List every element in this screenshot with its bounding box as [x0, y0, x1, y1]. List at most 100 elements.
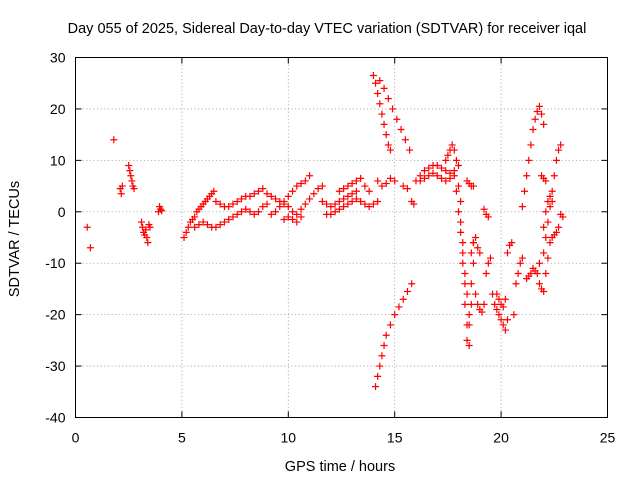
- data-point: [546, 203, 554, 211]
- y-axis-label: SDTVAR / TECUs: [7, 181, 23, 297]
- data-point: [348, 190, 356, 198]
- data-point: [478, 308, 486, 316]
- y-tick-label: -40: [45, 410, 65, 426]
- data-point: [529, 126, 537, 133]
- data-point: [433, 172, 441, 180]
- data-point: [495, 295, 503, 303]
- data-point: [501, 326, 509, 334]
- data-point: [438, 174, 446, 182]
- data-point: [297, 205, 305, 213]
- data-point: [465, 321, 473, 329]
- data-point: [542, 270, 550, 277]
- data-point: [352, 177, 360, 185]
- data-point: [557, 141, 565, 149]
- data-point: [399, 182, 407, 190]
- data-point: [542, 177, 550, 185]
- x-tick-label: 10: [281, 430, 297, 446]
- data-point: [323, 200, 331, 208]
- x-tick-label: 5: [178, 430, 186, 446]
- data-point: [374, 90, 382, 97]
- data-point: [535, 259, 543, 267]
- data-point: [380, 120, 388, 128]
- data-point: [540, 120, 548, 128]
- data-point: [442, 167, 450, 175]
- data-point: [461, 280, 469, 288]
- data-point: [293, 218, 301, 226]
- data-point: [401, 136, 409, 144]
- grid: [75, 57, 608, 418]
- data-point: [420, 174, 428, 182]
- data-point: [280, 216, 288, 223]
- data-point: [127, 172, 135, 180]
- data-point: [397, 126, 405, 133]
- data-point: [518, 254, 526, 262]
- data-point: [267, 192, 275, 200]
- data-point: [340, 203, 348, 211]
- y-tick-label: 30: [50, 50, 66, 66]
- data-point: [289, 216, 297, 223]
- data-point: [233, 198, 241, 205]
- data-point: [272, 195, 280, 203]
- data-point: [548, 198, 556, 205]
- data-point: [472, 290, 480, 298]
- data-point: [117, 190, 125, 198]
- data-point: [540, 223, 548, 231]
- data-point: [540, 288, 548, 295]
- data-point: [306, 195, 314, 203]
- data-point: [331, 208, 339, 216]
- data-point: [250, 210, 258, 218]
- chart-title: Day 055 of 2025, Sidereal Day-to-day VTE…: [68, 21, 587, 37]
- data-point: [216, 200, 224, 208]
- data-point: [255, 208, 263, 216]
- y-tick-label: -30: [45, 358, 65, 374]
- data-point: [276, 203, 284, 211]
- data-point: [467, 300, 475, 308]
- data-point: [486, 254, 494, 262]
- data-point: [246, 192, 254, 200]
- data-point: [348, 180, 356, 187]
- plot-frame: [75, 57, 608, 418]
- data-point: [344, 192, 352, 200]
- data-point: [272, 208, 280, 216]
- data-point: [280, 198, 288, 205]
- data-point: [229, 213, 237, 221]
- data-point: [552, 228, 560, 236]
- data-point: [484, 213, 492, 221]
- data-point: [233, 210, 241, 218]
- data-point: [399, 295, 407, 303]
- data-point: [182, 228, 190, 236]
- data-point: [535, 102, 543, 110]
- data-point: [544, 254, 552, 262]
- data-point: [503, 316, 511, 324]
- data-point: [391, 177, 399, 185]
- data-point: [263, 200, 271, 208]
- data-point: [267, 210, 275, 218]
- data-point: [525, 156, 533, 164]
- data-point: [369, 72, 377, 79]
- data-point: [126, 167, 134, 175]
- data-point: [128, 177, 136, 185]
- data-point: [130, 185, 138, 193]
- data-point: [382, 131, 390, 139]
- data-point: [555, 146, 563, 154]
- data-point: [297, 180, 305, 187]
- data-point: [327, 210, 335, 218]
- data-point: [459, 249, 467, 257]
- data-point: [310, 190, 318, 198]
- data-point: [352, 195, 360, 203]
- data-point: [284, 213, 292, 221]
- data-point: [216, 221, 224, 229]
- data-point: [452, 156, 460, 164]
- data-point: [465, 311, 473, 319]
- data-point: [195, 221, 203, 229]
- data-point: [83, 223, 91, 231]
- data-point: [523, 172, 531, 180]
- data-point: [378, 110, 386, 118]
- data-point: [306, 172, 314, 180]
- data-point: [199, 218, 207, 226]
- data-point: [425, 172, 433, 180]
- data-point: [516, 259, 524, 267]
- data-point: [289, 187, 297, 195]
- data-point: [335, 198, 343, 205]
- x-tick-label: 20: [493, 430, 509, 446]
